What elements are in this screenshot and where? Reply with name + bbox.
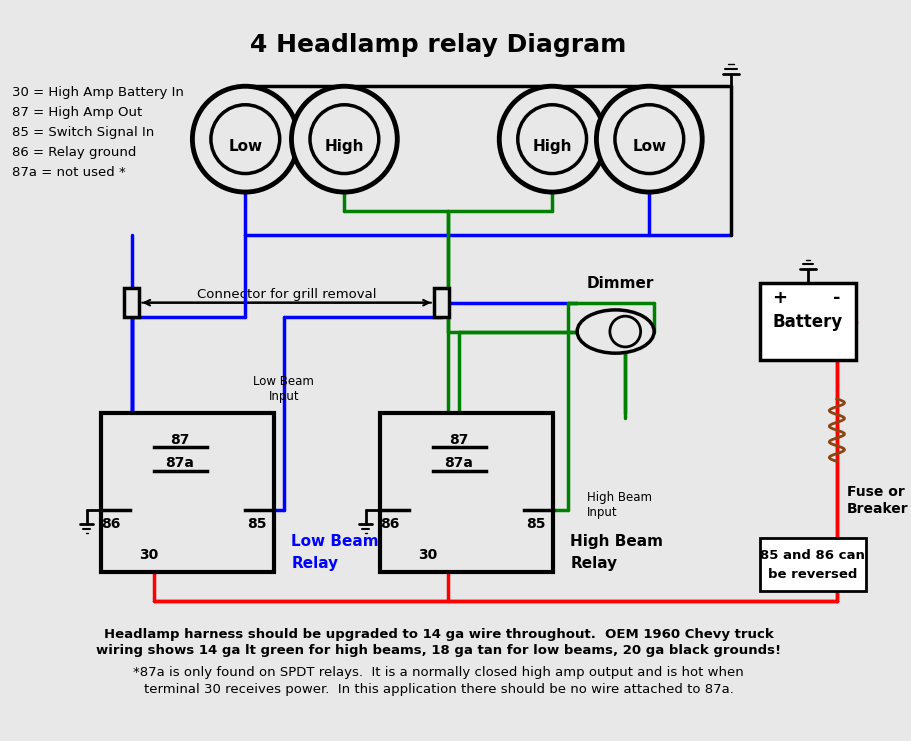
Text: 30: 30 [139,548,159,562]
Text: Low: Low [631,139,666,154]
Text: 85: 85 [526,517,545,531]
Text: Headlamp harness should be upgraded to 14 ga wire throughout.  OEM 1960 Chevy tr: Headlamp harness should be upgraded to 1… [104,628,773,641]
Text: wiring shows 14 ga lt green for high beams, 18 ga tan for low beams, 20 ga black: wiring shows 14 ga lt green for high bea… [96,644,781,657]
Text: 87: 87 [170,433,189,448]
Circle shape [192,86,298,192]
Circle shape [609,316,640,347]
Text: 86: 86 [101,517,120,531]
FancyBboxPatch shape [124,288,139,317]
Text: High: High [324,139,363,154]
Text: 4 Headlamp relay Diagram: 4 Headlamp relay Diagram [251,33,626,57]
Text: 86: 86 [380,517,399,531]
Text: 85: 85 [247,517,266,531]
Text: 85 and 86 can
be reversed: 85 and 86 can be reversed [760,549,865,581]
Text: Low Beam
Input: Low Beam Input [253,375,314,403]
Circle shape [292,86,397,192]
Circle shape [614,104,683,173]
Text: Low Beam
Relay: Low Beam Relay [292,534,379,571]
Text: Battery: Battery [772,313,843,331]
FancyBboxPatch shape [759,539,865,591]
Text: terminal 30 receives power.  In this application there should be no wire attache: terminal 30 receives power. In this appl… [144,682,732,696]
Text: +: + [771,289,786,307]
Circle shape [310,104,378,173]
Circle shape [517,104,586,173]
Text: High Beam
Input: High Beam Input [586,491,651,519]
Ellipse shape [577,310,653,353]
Text: 87a: 87a [165,456,194,471]
Text: Connector for grill removal: Connector for grill removal [197,288,376,302]
Circle shape [498,86,604,192]
Text: 30: 30 [418,548,437,562]
Text: Dimmer: Dimmer [586,276,653,291]
FancyBboxPatch shape [380,413,552,572]
Text: 87: 87 [449,433,468,448]
Text: 30 = High Amp Battery In
87 = High Amp Out
85 = Switch Signal In
86 = Relay grou: 30 = High Amp Battery In 87 = High Amp O… [12,86,183,179]
Text: -: - [833,289,840,307]
Circle shape [210,104,280,173]
Text: Fuse or
Breaker: Fuse or Breaker [845,485,907,516]
Text: 87a: 87a [444,456,473,471]
Circle shape [596,86,701,192]
FancyBboxPatch shape [434,288,449,317]
FancyBboxPatch shape [759,284,855,360]
Text: Low: Low [228,139,262,154]
Text: *87a is only found on SPDT relays.  It is a normally closed high amp output and : *87a is only found on SPDT relays. It is… [133,666,743,679]
Text: High: High [532,139,571,154]
FancyBboxPatch shape [101,413,274,572]
Text: High Beam
Relay: High Beam Relay [569,534,662,571]
